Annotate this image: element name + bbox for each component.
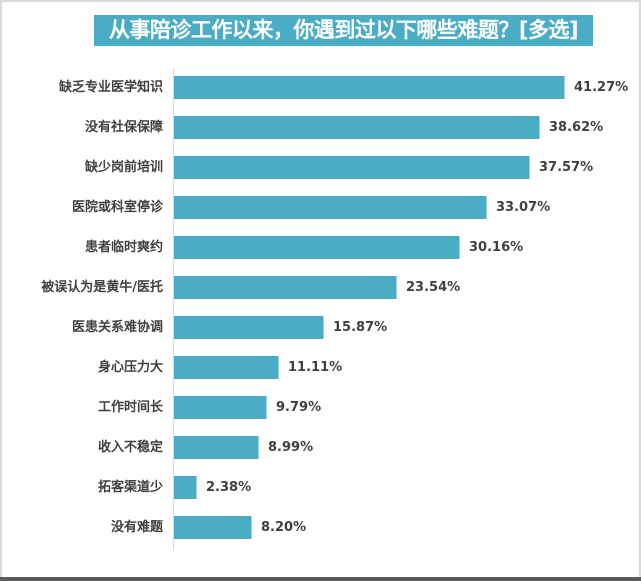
bar-row: 没有难题 8.20% xyxy=(0,516,641,539)
bar xyxy=(174,236,460,259)
bar-row: 被误认为是黄牛/医托 23.54% xyxy=(0,276,641,299)
bar-row: 缺少岗前培训 37.57% xyxy=(0,156,641,179)
category-label: 患者临时爽约 xyxy=(84,240,163,255)
category-axis-line xyxy=(173,68,174,550)
bar-row: 患者临时爽约 30.16% xyxy=(0,236,641,259)
value-label: 11.11% xyxy=(288,360,343,375)
value-label: 33.07% xyxy=(496,200,551,215)
value-label: 41.27% xyxy=(574,80,629,95)
bar-row: 拓客渠道少 2.38% xyxy=(0,476,641,499)
category-label: 缺乏专业医学知识 xyxy=(58,80,163,95)
category-label: 拓客渠道少 xyxy=(97,480,163,495)
category-label: 医患关系难协调 xyxy=(71,320,163,335)
bottom-border xyxy=(0,577,641,581)
category-label: 缺少岗前培训 xyxy=(84,160,163,175)
bar-row: 缺乏专业医学知识 41.27% xyxy=(0,76,641,99)
bar xyxy=(174,76,565,99)
bar xyxy=(174,436,259,459)
value-label: 23.54% xyxy=(406,280,461,295)
bar xyxy=(174,156,530,179)
bar-row: 工作时间长 9.79% xyxy=(0,396,641,419)
category-label: 身心压力大 xyxy=(97,360,163,375)
category-label: 被误认为是黄牛/医托 xyxy=(41,280,163,295)
bar xyxy=(174,476,197,499)
bar xyxy=(174,356,279,379)
bar xyxy=(174,196,487,219)
value-label: 15.87% xyxy=(333,320,388,335)
bar-row: 收入不稳定 8.99% xyxy=(0,436,641,459)
category-label: 工作时间长 xyxy=(97,400,163,415)
value-label: 38.62% xyxy=(549,120,604,135)
chart-title: 从事陪诊工作以来，你遇到过以下哪些难题？[多选] xyxy=(94,15,593,46)
bar xyxy=(174,276,397,299)
bar-row: 医院或科室停诊 33.07% xyxy=(0,196,641,219)
bar xyxy=(174,316,324,339)
category-label: 收入不稳定 xyxy=(97,440,163,455)
bar-row: 没有社保保障 38.62% xyxy=(0,116,641,139)
category-label: 没有社保保障 xyxy=(84,120,163,135)
category-label: 医院或科室停诊 xyxy=(71,200,163,215)
value-label: 8.20% xyxy=(261,520,307,535)
value-label: 8.99% xyxy=(268,440,314,455)
bar xyxy=(174,116,540,139)
bar xyxy=(174,396,267,419)
value-label: 9.79% xyxy=(276,400,322,415)
value-label: 2.38% xyxy=(206,480,252,495)
bar-row: 身心压力大 11.11% xyxy=(0,356,641,379)
value-label: 37.57% xyxy=(539,160,594,175)
category-label: 没有难题 xyxy=(110,520,163,535)
bar-row: 医患关系难协调 15.87% xyxy=(0,316,641,339)
value-label: 30.16% xyxy=(469,240,524,255)
bar xyxy=(174,516,252,539)
